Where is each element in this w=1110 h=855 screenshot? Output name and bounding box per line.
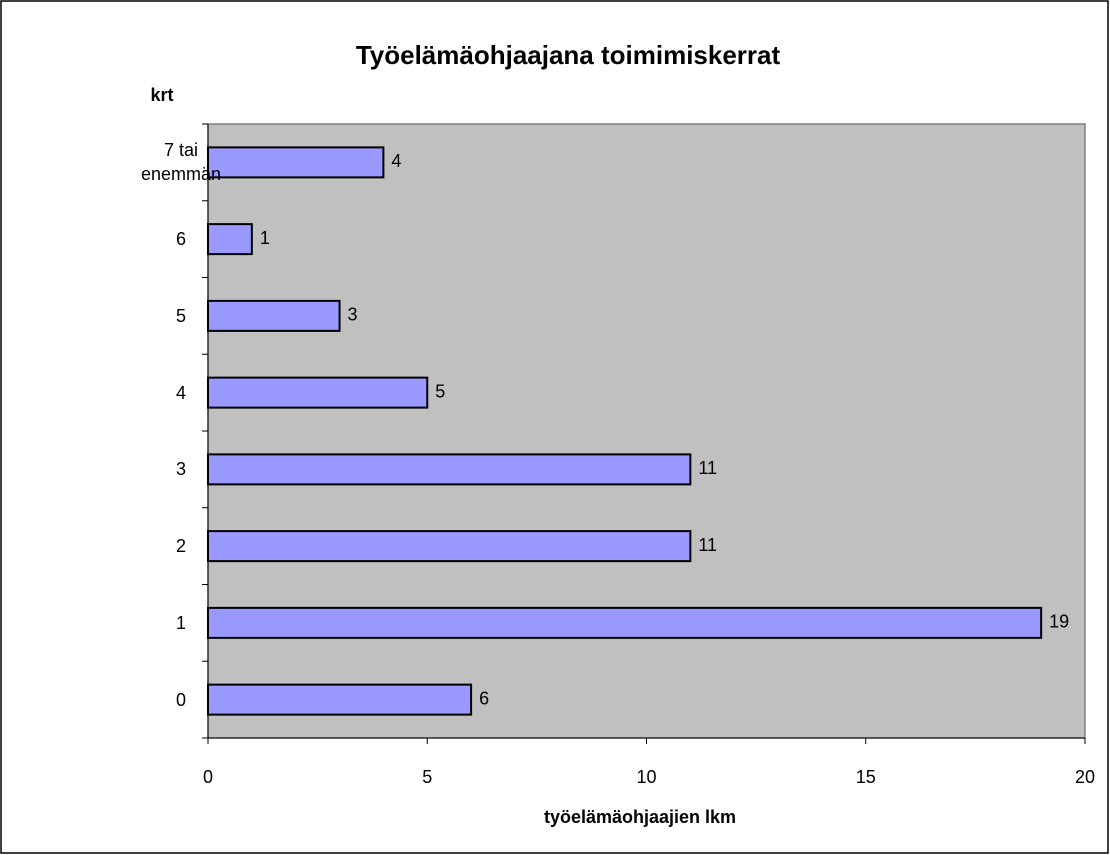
bar: [207, 606, 1043, 639]
data-label: 5: [435, 381, 445, 401]
bar: [207, 299, 341, 332]
data-label: 11: [698, 535, 717, 555]
bar: [207, 530, 692, 563]
chart-title: Työelämäohjaajana toimimiskerrat: [356, 40, 781, 70]
x-tick-label: 15: [856, 767, 876, 787]
data-label: 6: [479, 688, 489, 708]
data-label: 3: [348, 305, 358, 325]
y-tick-label: 2: [175, 536, 186, 557]
x-tick-label: 5: [422, 767, 432, 787]
data-label: 11: [698, 458, 717, 478]
x-axis-title: työelämäohjaajien lkm: [544, 807, 736, 827]
y-tick-label: 7 tai enemmän: [140, 140, 222, 185]
y-tick-label: 6: [175, 229, 186, 250]
y-tick-label: 3: [175, 459, 186, 480]
y-tick-label: 4: [175, 382, 186, 403]
data-label: 19: [1049, 612, 1069, 632]
plot-area: [207, 123, 1086, 739]
bar: [207, 223, 253, 256]
x-tick-label: 0: [203, 767, 213, 787]
y-tick-label: 1: [175, 612, 186, 633]
bar: [207, 146, 385, 179]
y-tick-label: 5: [175, 305, 186, 326]
bar: [207, 683, 473, 716]
bar: [207, 453, 692, 486]
x-tick-label: 10: [636, 767, 656, 787]
x-tick-label: 20: [1075, 767, 1095, 787]
bar: [207, 376, 429, 409]
y-axis-title: krt: [150, 85, 173, 105]
y-tick-label: 0: [175, 689, 186, 710]
data-label: 1: [260, 228, 270, 248]
data-label: 4: [391, 151, 401, 171]
